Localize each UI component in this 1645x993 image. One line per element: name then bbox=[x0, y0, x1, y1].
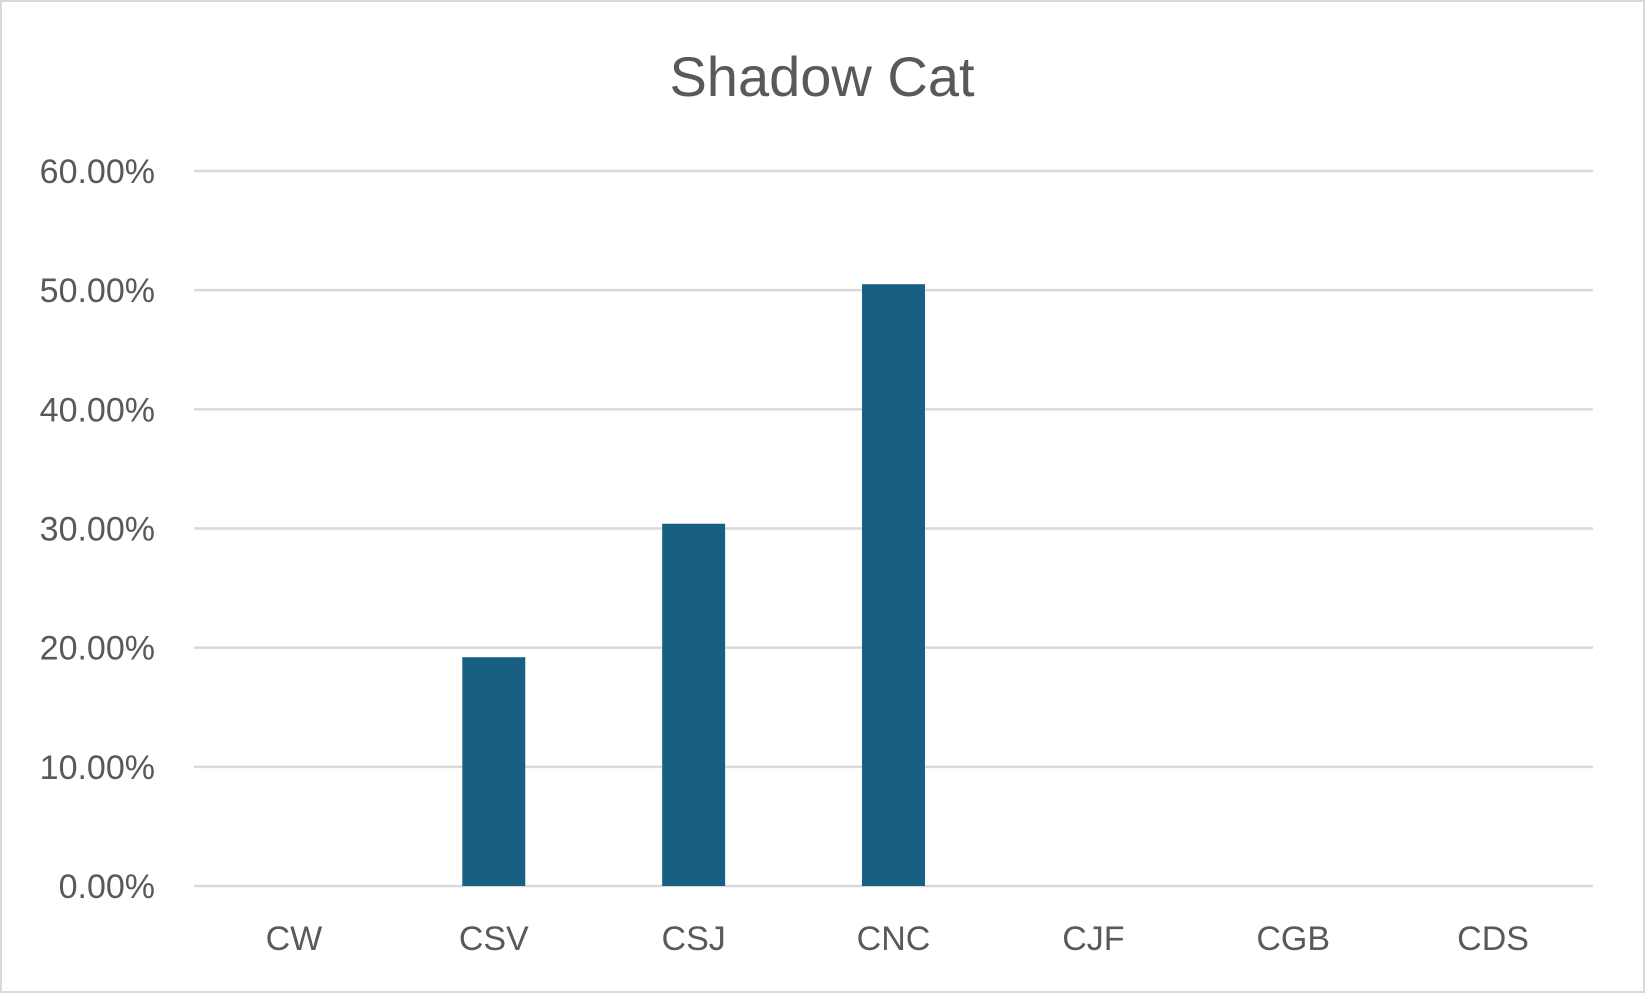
y-tick-label: 10.00% bbox=[40, 749, 155, 787]
bars bbox=[462, 284, 925, 886]
y-tick-label: 40.00% bbox=[40, 391, 155, 429]
bar-cnc bbox=[862, 284, 925, 886]
chart-title: Shadow Cat bbox=[669, 45, 975, 108]
x-tick-label-csv: CSV bbox=[459, 920, 529, 958]
y-tick-label: 20.00% bbox=[40, 630, 155, 668]
y-axis-tick-labels: 0.00% 10.00% 20.00% 30.00% 40.00% 50.00% 60.00… bbox=[40, 153, 155, 906]
y-tick-label: 50.00% bbox=[40, 272, 155, 310]
x-tick-label-cgb: CGB bbox=[1256, 920, 1330, 958]
x-tick-label-cw: CW bbox=[266, 920, 323, 958]
x-tick-label-cds: CDS bbox=[1457, 920, 1529, 958]
bar-csj bbox=[662, 523, 726, 886]
x-axis-tick-labels: CW CSV CSJ CNC CJF CGB CDS bbox=[266, 920, 1529, 958]
x-tick-label-cnc: CNC bbox=[857, 920, 931, 958]
x-tick-label-cjf: CJF bbox=[1062, 920, 1124, 958]
y-tick-label: 60.00% bbox=[40, 153, 155, 191]
x-tick-label-csj: CSJ bbox=[662, 920, 726, 958]
bar-csv bbox=[462, 657, 526, 886]
y-tick-label: 30.00% bbox=[40, 511, 155, 549]
y-tick-label: 0.00% bbox=[59, 868, 155, 906]
